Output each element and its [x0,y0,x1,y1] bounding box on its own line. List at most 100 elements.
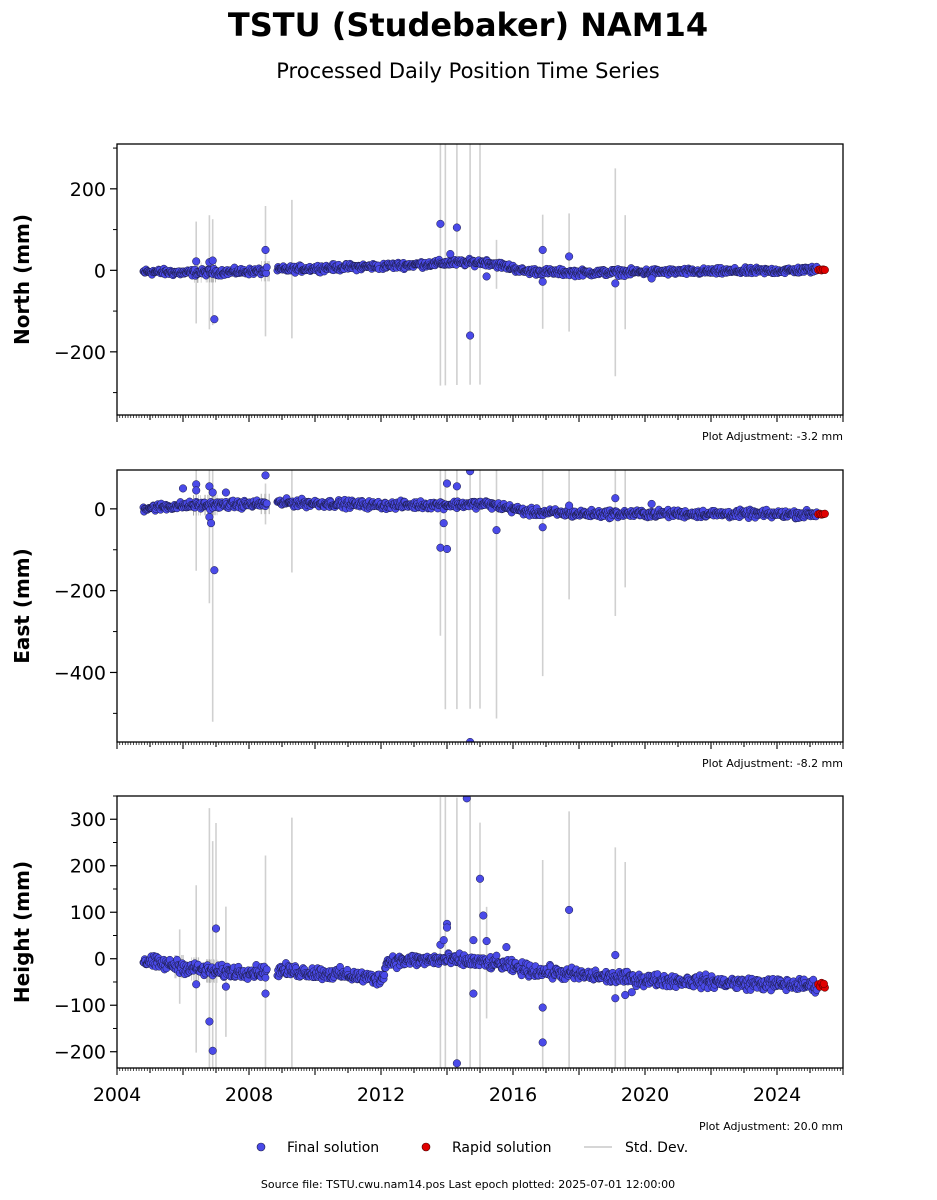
rapid-solution-point [819,979,828,988]
final-solution-outlier [205,1017,214,1026]
legend-std-label: Std. Dev. [625,1140,688,1156]
y-axis-label: East (mm) [10,548,34,664]
panel-1: −400 −200 0 East (mm) Plot Adjustment: -8.2 … [10,469,844,770]
final-solution-outlier [565,905,574,914]
final-solution-outlier [475,874,485,883]
plot-adjustment-label: Plot Adjustment: -3.2 mm [702,430,843,443]
final-solution-outlier [439,936,448,945]
final-solution-outlier [538,523,547,532]
final-solution-outlier [178,484,188,493]
y-tick-label: −200 [54,342,106,364]
y-tick-label: −400 [54,662,106,684]
legend-final-marker [256,1142,266,1152]
y-tick-label: −100 [54,995,106,1017]
final-solution-outlier [469,989,478,998]
final-solution-outlier [221,982,230,991]
legend: Final solution Rapid solution Std. Dev. [256,1140,688,1156]
panels: −200 0 200 North (mm) Plot Adjustment: -3.2 … [10,143,844,1133]
figure-title: TSTU (Studebaker) NAM14 [228,6,708,44]
final-solution-outlier [211,924,221,933]
final-solution-point [262,263,271,272]
final-solution-outlier [261,245,270,255]
final-solution-outlier [466,737,475,742]
final-solution-outlier [482,937,491,946]
final-solution-outlier [611,494,620,503]
final-solution-outlier [208,488,217,497]
final-solution-outlier [466,331,475,340]
y-tick-label: 100 [70,902,106,924]
final-solution-outlier [492,526,501,535]
final-solution-outlier [462,796,471,803]
rapid-solution-point [820,265,829,274]
final-solution-outlier [192,257,201,266]
x-tick-label: 2004 [93,1084,141,1106]
panel-0: −200 0 200 North (mm) Plot Adjustment: -3.2 … [10,143,844,443]
y-tick-label: 200 [70,856,106,878]
final-solution-outlier [611,950,620,960]
final-solution-outlier [439,519,448,528]
final-solution-outlier [261,471,270,480]
final-solution-outlier [466,470,475,476]
final-solution-outlier [538,1003,547,1012]
final-solution-outlier [442,544,452,553]
final-solution-outlier [538,245,547,255]
final-solution-outlier [261,989,270,998]
source-note: Source file: TSTU.cwu.nam14.pos Last epo… [261,1178,675,1191]
x-tick-label: 2012 [357,1084,405,1106]
final-solution-outlier [221,488,230,497]
final-solution-outlier [647,499,656,508]
legend-rapid-marker [421,1142,431,1152]
final-solution-outlier [452,482,461,491]
final-solution-outlier [442,923,452,932]
final-solution-point [262,499,271,508]
plot-adjustment-label: Plot Adjustment: -8.2 mm [702,757,843,770]
y-axis-label: North (mm) [10,214,34,345]
rapid-solution-point [820,509,829,518]
final-solution-point [262,965,271,974]
final-solution-outlier [647,274,656,283]
plot-adjustment-label: Plot Adjustment: 20.0 mm [699,1120,843,1133]
final-solution-outlier [208,256,217,265]
final-solution-outlier [210,566,219,575]
plot-area [139,144,829,386]
y-tick-label: 200 [70,179,106,201]
x-tick-label: 2016 [489,1084,537,1106]
y-axis-label: Height (mm) [10,861,34,1003]
y-tick-label: 0 [94,949,106,971]
final-solution-outlier [538,1038,547,1047]
final-solution-outlier [479,911,488,920]
final-solution-outlier [446,249,455,259]
final-solution-outlier [192,486,201,495]
x-tick-label: 2024 [753,1084,801,1106]
x-tick-label: 2008 [225,1084,273,1106]
final-solution-point [380,971,389,979]
final-solution-outlier [207,519,216,528]
final-solution-outlier [627,988,636,997]
final-solution-outlier [452,223,461,232]
y-tick-label: 0 [94,499,106,521]
y-tick-label: 0 [94,260,106,282]
final-solution-outlier [565,501,574,510]
y-tick-label: 300 [70,809,106,831]
y-tick-label: −200 [54,581,106,603]
final-solution-outlier [192,980,201,989]
final-solution-point [492,951,501,960]
final-solution-outlier [482,272,491,281]
y-tick-label: −200 [54,1042,106,1064]
legend-final-label: Final solution [287,1140,379,1156]
final-solution-outlier [565,252,574,261]
figure-subtitle: Processed Daily Position Time Series [276,59,660,83]
final-solution-outlier [611,279,620,288]
final-solution-outlier [208,1046,217,1055]
final-solution-outlier [611,994,620,1003]
final-solution-outlier [469,936,478,945]
final-solution-outlier [502,943,511,952]
panel-2: −200 −100 0 100 200 300 2004 2008 2012 2016 2020 20… [10,795,844,1133]
final-solution-outlier [436,219,445,228]
final-solution-outlier [452,1059,461,1068]
final-solution-outlier [210,315,219,324]
plot-area [139,796,829,1068]
final-solution-outlier [442,479,452,488]
plot-area [139,470,829,742]
